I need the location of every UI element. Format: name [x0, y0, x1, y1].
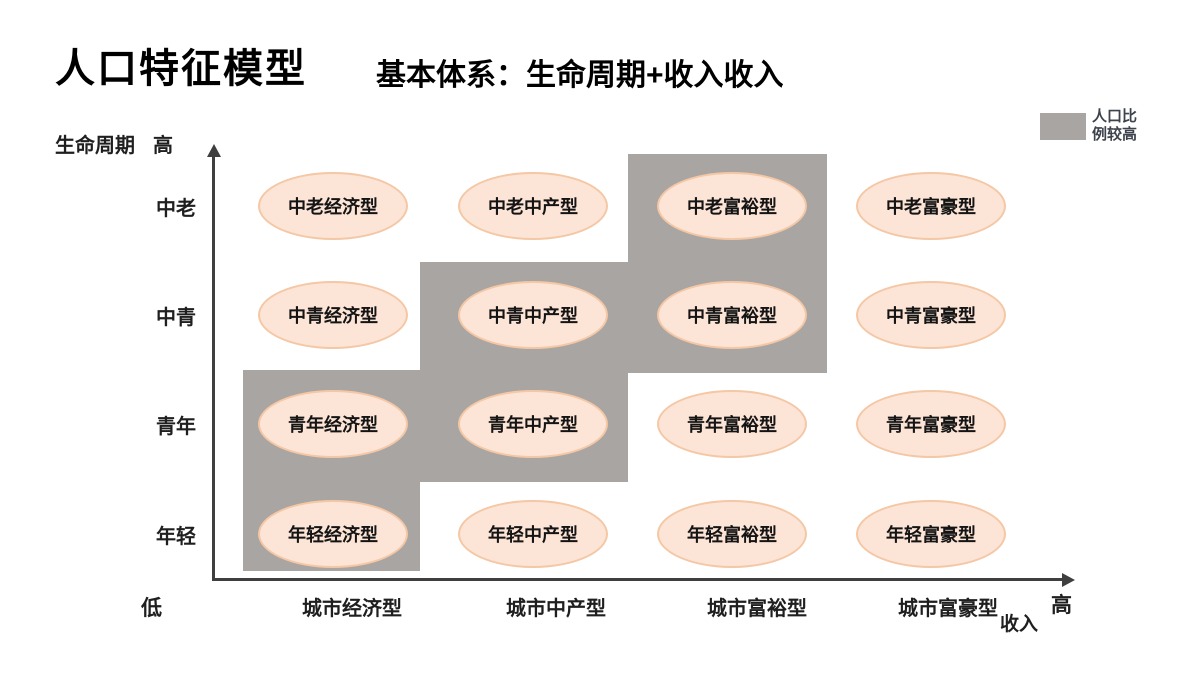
segment-ellipse: 青年富豪型: [856, 390, 1006, 458]
page-subtitle: 基本体系：生命周期+收入收入: [376, 59, 784, 92]
y-category-label: 中老: [156, 198, 196, 220]
x-axis-arrow-icon: [1062, 573, 1075, 587]
y-axis-line: [212, 156, 215, 581]
y-axis-arrow-icon: [207, 144, 221, 157]
x-category-label: 城市富裕型: [707, 598, 807, 620]
legend-label-line2: 例较高: [1092, 126, 1138, 143]
x-axis-title: 收入: [1000, 614, 1039, 635]
segment-ellipse: 中老富裕型: [657, 172, 807, 240]
y-category-label: 中青: [156, 307, 196, 329]
segment-ellipse: 青年富裕型: [657, 390, 807, 458]
x-category-label: 城市中产型: [506, 598, 606, 620]
segment-ellipse: 青年中产型: [458, 390, 608, 458]
x-axis-line: [212, 578, 1064, 581]
segment-ellipse: 青年经济型: [258, 390, 408, 458]
legend-label-line1: 人口比: [1092, 108, 1138, 125]
x-category-label: 城市富豪型: [898, 598, 998, 620]
x-axis-high-label: 高: [1051, 594, 1072, 617]
legend-swatch: [1040, 113, 1086, 140]
page-title: 人口特征模型: [55, 47, 307, 91]
legend-label: 人口比 例较高: [1092, 108, 1137, 144]
segment-ellipse: 年轻中产型: [458, 500, 608, 568]
segment-ellipse: 中青富裕型: [657, 281, 807, 349]
segment-ellipse: 中青富豪型: [856, 281, 1006, 349]
y-category-label: 年轻: [156, 526, 196, 548]
y-axis-high-label: 高: [153, 135, 173, 157]
segment-ellipse: 中老富豪型: [856, 172, 1006, 240]
segment-ellipse: 年轻经济型: [258, 500, 408, 568]
segment-ellipse: 年轻富豪型: [856, 500, 1006, 568]
segment-ellipse: 中青中产型: [458, 281, 608, 349]
segment-ellipse: 中老中产型: [458, 172, 608, 240]
segment-ellipse: 年轻富裕型: [657, 500, 807, 568]
segment-ellipse: 中老经济型: [258, 172, 408, 240]
y-axis-title-group: 生命周期 高: [55, 129, 173, 158]
y-axis-title: 生命周期: [55, 135, 135, 157]
y-category-label: 青年: [156, 416, 196, 438]
segment-ellipse: 中青经济型: [258, 281, 408, 349]
x-category-label: 城市经济型: [302, 598, 402, 620]
y-axis-low-label: 低: [141, 597, 162, 620]
